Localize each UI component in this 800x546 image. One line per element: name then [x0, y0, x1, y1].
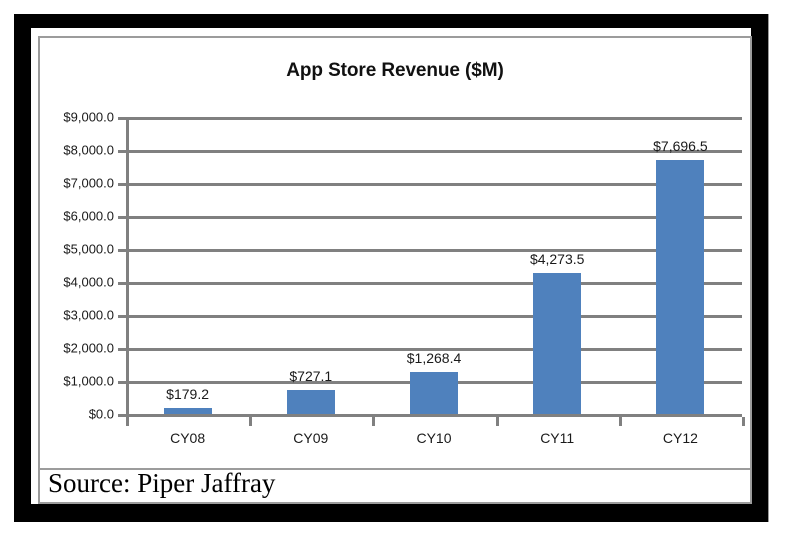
y-axis-tick-label: $2,000.0 [63, 340, 114, 356]
y-axis-tick-mark [118, 216, 127, 219]
gridline [126, 249, 742, 252]
source-box: Source: Piper Jaffray [38, 468, 752, 504]
x-axis-tick-mark [372, 417, 376, 426]
x-axis-tick-mark [126, 417, 129, 426]
gridline [126, 183, 742, 186]
gridline [126, 117, 742, 120]
x-axis-label-cy11: CY11 [540, 430, 575, 446]
bar-value-label: $1,268.4 [406, 350, 462, 367]
value-axis-line [126, 117, 129, 417]
x-axis-tick-mark [742, 417, 745, 426]
y-axis-tick-label: $8,000.0 [63, 142, 114, 158]
y-axis-tick-mark [118, 249, 127, 252]
y-axis-tick-label: $0.0 [88, 406, 114, 422]
plot-area [126, 117, 742, 417]
chart-title: App Store Revenue ($M) [286, 60, 504, 81]
x-axis-tick-mark [249, 417, 253, 426]
y-axis-tick-label: $5,000.0 [63, 241, 114, 257]
y-axis-tick-label: $1,000.0 [63, 373, 114, 389]
y-axis-tick-label: $7,000.0 [63, 175, 114, 191]
frame-left [14, 14, 31, 522]
y-axis-tick-label: $4,000.0 [63, 274, 114, 290]
y-axis-tick-mark [118, 117, 127, 120]
gridline [126, 282, 742, 285]
frame-right [751, 14, 768, 522]
y-axis-tick-mark [118, 348, 127, 351]
frame-top [14, 14, 768, 28]
bar-value-label: $4,273.5 [529, 250, 585, 267]
chart-panel: App Store Revenue ($M) $9,000.0 $8,000.0 $… [38, 36, 752, 470]
x-axis-tick-mark [495, 417, 499, 426]
y-axis-tick-mark [118, 315, 127, 318]
x-axis-tick-mark [618, 417, 622, 426]
y-axis-tick-label: $9,000.0 [63, 109, 114, 125]
y-axis-tick-label: $6,000.0 [63, 208, 114, 224]
gridline [126, 348, 742, 351]
bar-value-label: $7,696.5 [653, 138, 708, 154]
bar-value-label: $179.2 [166, 386, 210, 403]
bar-cy10[interactable] [410, 372, 458, 414]
y-axis-tick-mark [118, 414, 127, 417]
outer-rule-right [768, 14, 769, 522]
y-axis-tick-mark [118, 183, 127, 186]
gridline [126, 216, 742, 219]
y-axis-tick-label: $3,000.0 [63, 307, 114, 323]
bar-cy11[interactable] [533, 272, 582, 414]
frame-bottom [14, 504, 768, 522]
bar-value-label: $727.1 [289, 368, 333, 384]
bar-cy12[interactable] [656, 160, 705, 414]
source-label: Source: Piper Jaffray [48, 468, 276, 498]
gridline [126, 315, 742, 318]
bar-cy08[interactable] [163, 408, 212, 414]
y-axis-tick-labels: $9,000.0 $8,000.0 $7,000.0 $6,000.0 $5,000.0… [40, 38, 126, 472]
y-axis-tick-mark [118, 381, 127, 384]
y-axis-tick-mark [118, 282, 127, 285]
y-axis-tick-mark [118, 150, 127, 153]
x-axis-label-cy08: CY08 [170, 430, 206, 446]
gridline [126, 414, 742, 417]
gridline [126, 150, 742, 153]
bar-cy09[interactable] [286, 390, 335, 414]
x-axis-label-cy12: CY12 [662, 430, 698, 446]
x-axis-label-cy10: CY10 [416, 430, 452, 446]
x-axis-label-cy09: CY09 [293, 430, 329, 446]
